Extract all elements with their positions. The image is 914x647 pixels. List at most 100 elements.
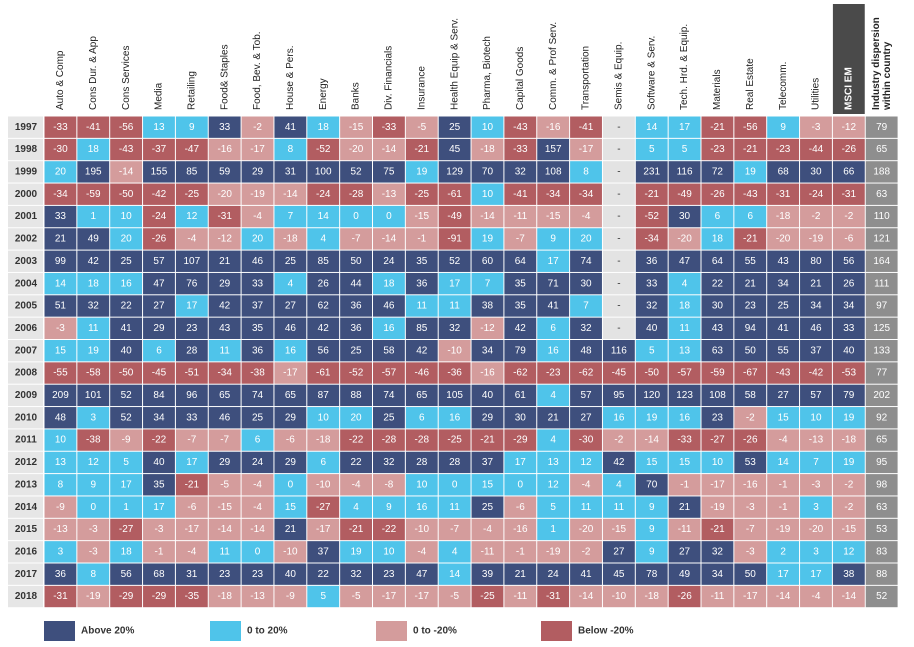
cell xyxy=(44,541,77,563)
column-header: Energy xyxy=(318,78,329,110)
cell xyxy=(832,585,865,608)
cell-value: -10 xyxy=(612,591,627,602)
cell-value: 37 xyxy=(318,546,330,557)
cell xyxy=(175,340,208,362)
cell-value: 36 xyxy=(351,301,363,312)
cell xyxy=(307,228,340,250)
cell xyxy=(537,161,570,183)
column-header: Media xyxy=(154,82,165,110)
cell xyxy=(537,138,570,161)
cell-value: -3 xyxy=(746,546,755,557)
cell-value: 35 xyxy=(515,278,527,289)
cell-value: -26 xyxy=(743,435,758,446)
cell-value: 99 xyxy=(55,256,67,267)
year-cell xyxy=(8,295,43,317)
cell-value: 6 xyxy=(320,457,326,468)
cell-value: 19 xyxy=(482,234,494,245)
cell-value: -19 xyxy=(809,234,824,245)
cell xyxy=(438,451,471,474)
legend-swatch xyxy=(541,621,572,641)
cell-value: - xyxy=(617,256,620,267)
cell-value: 19 xyxy=(351,546,363,557)
cell xyxy=(175,295,208,317)
cell xyxy=(77,585,110,608)
cell-value: 36 xyxy=(351,323,363,334)
cell xyxy=(241,407,274,429)
cell xyxy=(701,116,734,138)
cell xyxy=(668,541,701,563)
cell xyxy=(832,250,865,272)
cell xyxy=(734,228,767,250)
cell xyxy=(767,518,800,541)
cell-value: 25 xyxy=(121,256,133,267)
cell-value: 23 xyxy=(712,412,724,423)
cell xyxy=(734,340,767,362)
cell xyxy=(701,585,734,608)
cell-value: 37 xyxy=(252,301,264,312)
cell xyxy=(570,138,602,161)
year-cell xyxy=(8,563,43,585)
cell-value: -16 xyxy=(743,479,758,490)
cell-value: -55 xyxy=(53,368,68,379)
cell xyxy=(110,429,143,451)
cell-value: 56 xyxy=(318,345,330,356)
cell-value: -2 xyxy=(746,412,755,423)
cell-value: -14 xyxy=(283,189,298,200)
cell xyxy=(44,429,77,451)
cell-value: -26 xyxy=(842,144,857,155)
cell xyxy=(44,362,77,384)
cell xyxy=(44,250,77,272)
cell-value: 42 xyxy=(416,345,428,356)
cell-value: 15 xyxy=(679,457,691,468)
cell xyxy=(471,429,504,451)
cell xyxy=(373,250,405,272)
cell-value: -49 xyxy=(677,189,692,200)
cell xyxy=(77,362,110,384)
cell xyxy=(635,295,668,317)
cell xyxy=(110,161,143,183)
cell-value: 25 xyxy=(285,256,297,267)
cell-value: -41 xyxy=(86,122,101,133)
column-header: Telecomm. xyxy=(778,62,789,110)
cell xyxy=(537,451,570,474)
cell-value: -62 xyxy=(579,368,594,379)
cell-value: -4 xyxy=(779,435,788,446)
cell-value: 20 xyxy=(121,234,133,245)
cell xyxy=(767,407,800,429)
cell-value: 129 xyxy=(446,167,463,178)
cell-value: 13 xyxy=(679,345,691,356)
cell xyxy=(832,384,865,407)
cell-value: 16 xyxy=(121,278,133,289)
cell-value: 16 xyxy=(416,502,428,513)
cell-value: -29 xyxy=(513,435,528,446)
cell xyxy=(208,518,241,541)
cell-value: -57 xyxy=(382,368,397,379)
cell-value: 32 xyxy=(580,323,592,334)
cell xyxy=(208,161,241,183)
cell-value: 10 xyxy=(318,412,330,423)
cell xyxy=(767,138,800,161)
year-cell xyxy=(8,362,43,384)
cell xyxy=(800,205,832,228)
cell-value: -14 xyxy=(579,591,594,602)
cell xyxy=(570,496,602,518)
year-cell xyxy=(8,474,43,496)
cell-value: -4 xyxy=(483,524,492,535)
cell xyxy=(635,183,668,205)
cell-value: -91 xyxy=(447,234,462,245)
cell xyxy=(274,250,307,272)
cell xyxy=(208,429,241,451)
cell-value: 11 xyxy=(679,323,690,334)
cell xyxy=(274,407,307,429)
cell-value: -28 xyxy=(349,189,364,200)
cell xyxy=(110,518,143,541)
cell-value: 34 xyxy=(778,278,790,289)
cell xyxy=(438,407,471,429)
cell xyxy=(405,451,438,474)
cell xyxy=(734,272,767,295)
dispersion-value: 63 xyxy=(876,189,888,200)
cell-value: 95 xyxy=(613,390,625,401)
cell xyxy=(734,138,767,161)
cell-value: 10 xyxy=(810,412,822,423)
cell xyxy=(865,228,898,250)
